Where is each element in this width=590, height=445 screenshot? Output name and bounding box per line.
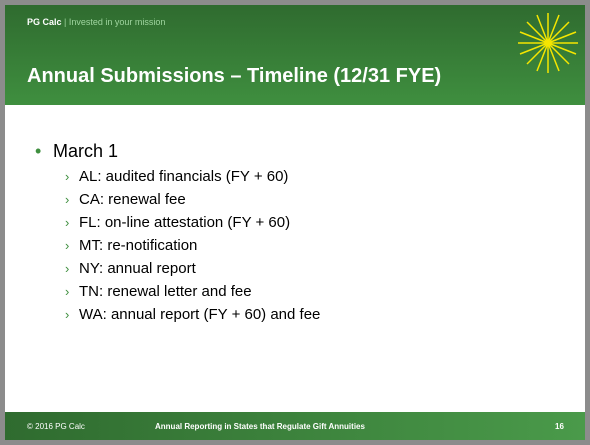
- brand: PG Calc: [27, 17, 62, 27]
- sub-bullet: CA: renewal fee: [65, 188, 320, 211]
- tagline: Invested in your mission: [68, 17, 166, 27]
- slide-title: Annual Submissions – Timeline (12/31 FYE…: [27, 65, 442, 87]
- copyright: © 2016 PG Calc: [27, 422, 85, 431]
- starburst: [518, 13, 578, 73]
- header-band: PG Calc | Invested in your mission Annua…: [5, 5, 585, 105]
- separator: |: [64, 17, 67, 27]
- sub-bullet: TN: renewal letter and fee: [65, 280, 320, 303]
- brand-line: PG Calc | Invested in your mission: [27, 17, 165, 27]
- footer-title: Annual Reporting in States that Regulate…: [155, 422, 365, 431]
- sub-bullet: FL: on-line attestation (FY + 60): [65, 211, 320, 234]
- sub-bullet: AL: audited financials (FY + 60): [65, 165, 320, 188]
- sub-bullet: WA: annual report (FY + 60) and fee: [65, 303, 320, 326]
- sub-bullet: NY: annual report: [65, 257, 320, 280]
- bullet: March 1: [35, 141, 320, 165]
- bullet-list: March 1AL: audited financials (FY + 60)C…: [35, 141, 320, 326]
- page-number: 16: [555, 422, 564, 431]
- slide: PG Calc | Invested in your mission Annua…: [5, 5, 585, 440]
- footer-band: © 2016 PG Calc Annual Reporting in State…: [5, 412, 585, 440]
- sub-bullet: MT: re-notification: [65, 234, 320, 257]
